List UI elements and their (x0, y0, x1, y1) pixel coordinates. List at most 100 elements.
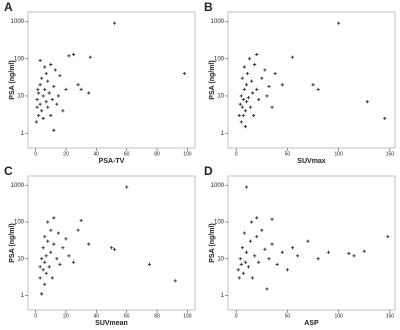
point (40, 109, 44, 113)
point (240, 76, 244, 80)
point (237, 113, 241, 118)
point (49, 228, 53, 232)
point (248, 105, 253, 109)
point (245, 71, 250, 76)
point (238, 257, 242, 261)
point (248, 239, 253, 243)
x-tick-label: 100 (334, 313, 343, 319)
point (244, 100, 249, 104)
point (76, 228, 80, 232)
point (53, 68, 57, 72)
point (41, 94, 45, 98)
point (242, 231, 246, 235)
point (337, 21, 341, 25)
point (270, 242, 274, 246)
point (76, 83, 80, 87)
point (52, 128, 56, 132)
x-axis-label: SUVmean (95, 320, 128, 327)
point (285, 268, 290, 272)
point (173, 279, 177, 283)
y-tick-label: 100 (214, 220, 225, 226)
point (253, 254, 257, 258)
x-tick-label: 0 (235, 313, 238, 319)
point (49, 250, 53, 254)
x-axis-label: ASP (304, 320, 319, 327)
point (249, 220, 254, 224)
point (47, 265, 51, 269)
point (71, 52, 76, 57)
point (43, 87, 47, 92)
point (280, 83, 284, 87)
point (244, 250, 249, 254)
point (290, 246, 295, 250)
point (64, 87, 68, 92)
y-axis-label: PSA (ng/ml) (9, 223, 16, 262)
point (37, 91, 41, 95)
point (240, 246, 244, 250)
point (38, 102, 42, 106)
point (260, 76, 264, 80)
point (43, 235, 47, 239)
y-tick-label: 1000 (211, 183, 225, 189)
plot-frame (227, 11, 396, 149)
point (52, 242, 56, 246)
point (244, 83, 249, 87)
point (55, 102, 59, 106)
point (246, 265, 251, 269)
point (243, 109, 248, 113)
y-tick-label: 100 (214, 56, 225, 62)
point (243, 260, 248, 264)
point (260, 228, 264, 232)
point (306, 239, 310, 243)
x-tick-label: 60 (124, 313, 130, 319)
point (35, 105, 39, 109)
y-tick-label: 1000 (11, 19, 25, 25)
x-tick-label: 20 (63, 313, 69, 319)
y-axis-label: PSA (ng/ml) (209, 60, 216, 99)
point (265, 287, 269, 291)
point (296, 254, 300, 258)
point (79, 87, 83, 92)
y-axis-label: PSA (ng/ml) (209, 223, 216, 262)
point (253, 62, 257, 67)
x-tick-label: 0 (34, 313, 37, 319)
point (257, 260, 261, 264)
point (326, 250, 331, 254)
plot-frame (27, 175, 196, 311)
x-tick-label: 80 (154, 151, 160, 157)
point (246, 96, 251, 100)
y-tick-label: 1 (221, 131, 225, 137)
point (87, 242, 91, 246)
point (255, 235, 259, 239)
point (67, 54, 71, 58)
point (52, 84, 56, 89)
point (58, 74, 62, 78)
y-tick-label: 100 (14, 220, 25, 226)
panel-label: A (4, 0, 13, 14)
point (239, 262, 243, 267)
point (247, 57, 252, 61)
point (47, 91, 51, 95)
point (38, 58, 42, 63)
point (238, 102, 242, 106)
point (87, 91, 91, 95)
point (250, 91, 255, 95)
point (182, 71, 186, 76)
point (263, 247, 267, 251)
point (41, 116, 45, 120)
point (239, 120, 243, 124)
point (64, 237, 68, 241)
point (46, 79, 50, 83)
point (347, 251, 351, 255)
y-tick-label: 10 (217, 94, 224, 100)
point (71, 260, 76, 264)
point (109, 246, 114, 250)
y-tick-label: 1 (21, 293, 25, 299)
panel-label: C (4, 164, 13, 178)
point (241, 113, 245, 118)
point (46, 239, 50, 243)
point (267, 257, 271, 261)
point (40, 292, 44, 296)
x-tick-label: 20 (63, 151, 69, 157)
point (270, 105, 274, 109)
